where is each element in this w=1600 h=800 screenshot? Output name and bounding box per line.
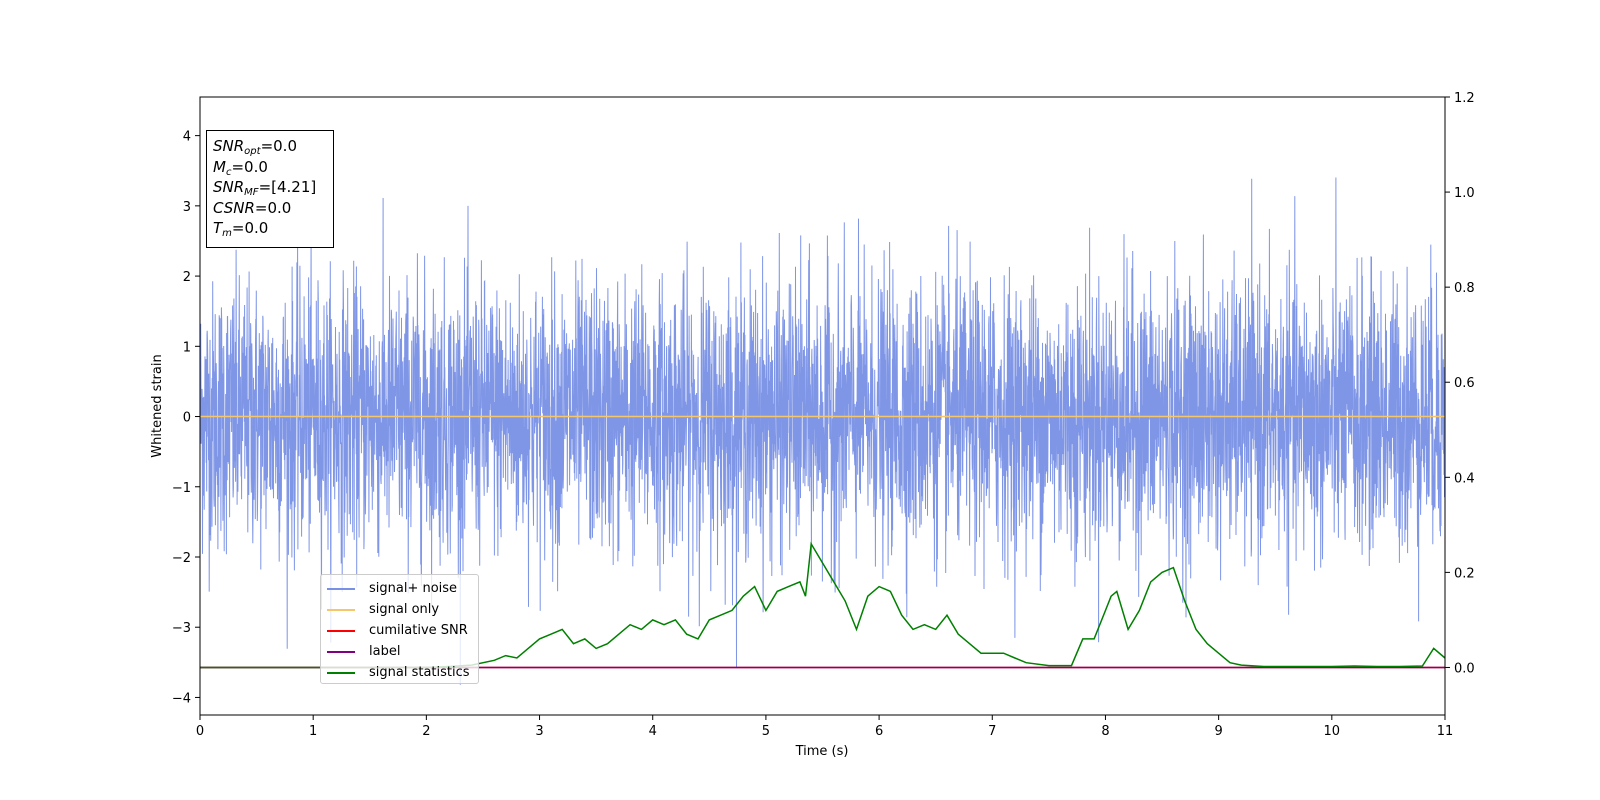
x-tick-label: 1 — [309, 724, 317, 739]
legend-item-signal-statistics: signal statistics — [327, 662, 478, 683]
legend-item-cumulative-snr: cumilative SNR — [327, 620, 478, 641]
csnr-line-text: CSNR=0.0 — [213, 198, 292, 217]
y-tick-label: 0 — [183, 411, 191, 426]
legend-swatch — [327, 671, 355, 674]
x-tick-label: 8 — [1101, 724, 1109, 739]
x-tick-label: 9 — [1214, 724, 1222, 739]
legend-item-label: label — [327, 641, 478, 662]
x-tick-label: 11 — [1437, 724, 1454, 739]
legend-item-signal-noise: signal+ noise — [327, 578, 478, 599]
y-tick-label: −1 — [172, 481, 191, 496]
x-tick-label: 0 — [196, 724, 204, 739]
y2-axis-ticks: 0.0 0.2 0.4 0.6 0.8 1.0 1.2 — [1445, 91, 1475, 676]
legend: signal+ noise signal only cumilative SNR… — [320, 574, 479, 684]
signal-noise-series — [199, 177, 1446, 685]
x-tick-label: 6 — [875, 724, 883, 739]
legend-swatch — [327, 650, 355, 653]
y-tick-label: 3 — [183, 200, 191, 215]
y2-tick-label: 0.8 — [1454, 281, 1475, 296]
x-axis-label: Time (s) — [795, 744, 849, 759]
legend-swatch — [327, 587, 355, 590]
y-axis-ticks: −4 −3 −2 −1 0 1 2 3 4 — [172, 130, 200, 706]
x-tick-label: 2 — [422, 724, 430, 739]
y2-tick-label: 0.6 — [1454, 376, 1475, 391]
legend-label: signal+ noise — [369, 581, 458, 596]
y2-tick-label: 1.0 — [1454, 186, 1475, 201]
info-box: SNRopt=0.0 Mc=0.0 SNRMF=[4.21] CSNR=0.0 … — [206, 130, 334, 248]
legend-swatch — [327, 608, 355, 611]
x-tick-label: 7 — [988, 724, 996, 739]
y2-tick-label: 0.2 — [1454, 566, 1475, 581]
tm-line: Tm=0.0 — [213, 219, 269, 239]
legend-label: cumilative SNR — [369, 623, 468, 638]
legend-swatch — [327, 629, 355, 632]
snr-mf-line: SNRMF=[4.21] — [213, 178, 317, 198]
mc-line: Mc=0.0 — [213, 157, 268, 178]
y2-tick-label: 1.2 — [1454, 91, 1475, 106]
y2-tick-label: 0.4 — [1454, 471, 1475, 486]
x-tick-label: 4 — [649, 724, 657, 739]
signal-statistics-series — [200, 541, 1446, 669]
y2-tick-label: 0.0 — [1454, 661, 1475, 676]
y-tick-label: −2 — [172, 551, 191, 566]
y-tick-label: 2 — [183, 270, 191, 285]
x-tick-label: 5 — [762, 724, 770, 739]
y-tick-label: 1 — [183, 340, 191, 355]
y-tick-label: −3 — [172, 621, 191, 636]
x-tick-label: 3 — [535, 724, 543, 739]
y-tick-label: −4 — [172, 691, 191, 706]
legend-label: label — [369, 644, 401, 659]
legend-label: signal statistics — [369, 665, 470, 680]
snr-opt-line: SNRopt=0.0 — [213, 137, 297, 157]
y-axis-label: Whitened strain — [150, 354, 165, 457]
x-tick-label: 10 — [1324, 724, 1341, 739]
plot-frame — [199, 96, 1446, 716]
signal-noise-trace — [199, 177, 1446, 685]
x-axis-ticks: 0 1 2 3 4 5 6 7 8 9 10 11 — [196, 715, 1453, 739]
y-tick-label: 4 — [183, 130, 191, 145]
legend-item-signal-only: signal only — [327, 599, 478, 620]
legend-label: signal only — [369, 602, 440, 617]
